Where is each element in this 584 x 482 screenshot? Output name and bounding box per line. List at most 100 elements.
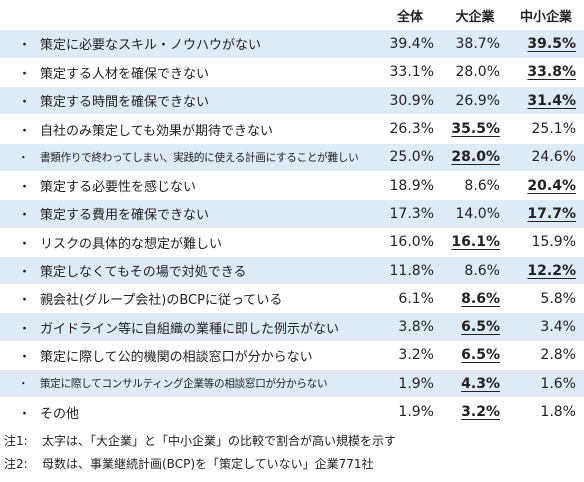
header-total: 全体 <box>378 0 442 30</box>
cell-large-enterprise: 26.9% <box>442 86 508 116</box>
cell-sme: 33.8% <box>508 58 584 88</box>
cell-large-enterprise: 6.5% <box>442 341 508 371</box>
row-label-text: リスクの具体的な想定が難しい <box>40 236 223 252</box>
cell-sme: 15.9% <box>508 228 584 257</box>
cell-large-enterprise: 8.6% <box>442 256 508 286</box>
table-row: ・策定に必要なスキル・ノウハウがない 39.4% 38.7% 39.5% <box>0 30 584 59</box>
bullet-icon: ・ <box>18 123 32 139</box>
table-row: ・自社のみ策定しても効果が期待できない 26.3% 35.5% 25.1% <box>0 114 584 144</box>
cell-total: 33.1% <box>378 58 442 88</box>
cell-total: 26.3% <box>378 114 442 144</box>
row-label-text: 策定に必要なスキル・ノウハウがない <box>40 38 262 54</box>
header-row: 全体 大企業 中小企業 <box>0 0 584 30</box>
header-sme: 中小企業 <box>508 0 584 30</box>
table-row: ・策定に際してコンサルティング企業等の相談窓口が分からない 1.9% 4.3% 1.6… <box>0 369 584 399</box>
cell-large-enterprise: 4.3% <box>442 369 508 399</box>
cell-total: 6.1% <box>378 284 442 314</box>
cell-total: 30.9% <box>378 86 442 116</box>
cell-sme: 2.8% <box>508 341 584 371</box>
cell-large-enterprise: 35.5% <box>442 114 508 144</box>
row-label-text: 策定に際してコンサルティング企業等の相談窓口が分からない <box>40 378 328 391</box>
cell-total: 1.9% <box>378 397 442 427</box>
cell-total: 11.8% <box>378 256 442 286</box>
table-row: ・策定しなくてもその場で対処できる 11.8% 8.6% 12.2% <box>0 256 584 286</box>
table-row: ・策定する費用を確保できない 17.3% 14.0% 17.7% <box>0 199 584 229</box>
bullet-icon: ・ <box>18 95 32 111</box>
row-label: ・策定する必要性を感じない <box>0 171 378 201</box>
table-row: ・ガイドライン等に自組織の業種に即した例示がない 3.8% 6.5% 3.4% <box>0 312 584 342</box>
table-row: ・書類作りで終わってしまい、実践的に使える計画にすることが難しい 25.0% 28.… <box>0 143 584 172</box>
row-label-text: 策定する時間を確保できない <box>40 95 210 111</box>
cell-sme: 3.4% <box>508 312 584 342</box>
row-label-text: 策定する人材を確保できない <box>40 66 210 82</box>
note-2-text: 母数は、事業継続計画(BCP)を「策定していない」企業771社 <box>42 457 374 471</box>
results-table: 全体 大企業 中小企業 ・策定に必要なスキル・ノウハウがない 39.4% 38.7%… <box>0 0 584 427</box>
row-label: ・リスクの具体的な想定が難しい <box>0 228 378 257</box>
cell-sme: 5.8% <box>508 284 584 314</box>
bullet-icon: ・ <box>18 265 32 281</box>
bullet-icon: ・ <box>18 321 32 337</box>
header-label-column <box>0 0 378 30</box>
cell-sme: 24.6% <box>508 143 584 172</box>
row-label-text: その他 <box>40 406 80 422</box>
bullet-icon: ・ <box>18 293 32 309</box>
cell-total: 3.8% <box>378 312 442 342</box>
cell-large-enterprise: 14.0% <box>442 199 508 229</box>
row-label-text: 自社のみ策定しても効果が期待できない <box>40 123 273 139</box>
bullet-icon: ・ <box>18 236 32 252</box>
bullet-icon: ・ <box>18 208 32 224</box>
table-row: ・策定する人材を確保できない 33.1% 28.0% 33.8% <box>0 58 584 88</box>
note-2: 注2: 母数は、事業継続計画(BCP)を「策定していない」企業771社 <box>4 453 396 476</box>
row-label: ・自社のみ策定しても効果が期待できない <box>0 114 378 144</box>
cell-sme: 17.7% <box>508 199 584 229</box>
cell-total: 1.9% <box>378 369 442 399</box>
cell-total: 39.4% <box>378 30 442 59</box>
row-label: ・ガイドライン等に自組織の業種に即した例示がない <box>0 312 378 342</box>
cell-sme: 20.4% <box>508 171 584 201</box>
table-row: ・その他 1.9% 3.2% 1.8% <box>0 397 584 427</box>
row-label: ・策定しなくてもその場で対処できる <box>0 256 378 286</box>
row-label-text: 策定する費用を確保できない <box>40 208 210 224</box>
table-row: ・リスクの具体的な想定が難しい 16.0% 16.1% 15.9% <box>0 228 584 257</box>
note-2-tag: 注2: <box>4 457 28 471</box>
cell-large-enterprise: 38.7% <box>442 30 508 59</box>
row-label: ・親会社(グループ会社)のBCPに従っている <box>0 284 378 314</box>
bullet-icon: ・ <box>18 349 32 365</box>
cell-sme: 25.1% <box>508 114 584 144</box>
row-label: ・その他 <box>0 397 378 427</box>
bullet-icon: ・ <box>18 180 32 196</box>
row-label-text: 策定しなくてもその場で対処できる <box>40 265 247 281</box>
note-1: 注1: 太字は、「大企業」と「中小企業」の比較で割合が高い規模を示す <box>4 430 396 453</box>
table-body: ・策定に必要なスキル・ノウハウがない 39.4% 38.7% 39.5% ・策定する人材… <box>0 30 584 427</box>
row-label: ・策定する費用を確保できない <box>0 199 378 229</box>
table-row: ・策定する時間を確保できない 30.9% 26.9% 31.4% <box>0 86 584 116</box>
cell-sme: 1.6% <box>508 369 584 399</box>
bullet-icon: ・ <box>18 406 32 422</box>
notes: 注1: 太字は、「大企業」と「中小企業」の比較で割合が高い規模を示す 注2: 母数は… <box>4 430 396 476</box>
row-label: ・策定する人材を確保できない <box>0 58 378 88</box>
cell-large-enterprise: 28.0% <box>442 58 508 88</box>
table-row: ・策定する必要性を感じない 18.9% 8.6% 20.4% <box>0 171 584 201</box>
row-label-text: 親会社(グループ会社)のBCPに従っている <box>40 293 283 309</box>
cell-total: 17.3% <box>378 199 442 229</box>
cell-sme: 1.8% <box>508 397 584 427</box>
cell-large-enterprise: 16.1% <box>442 228 508 257</box>
cell-large-enterprise: 28.0% <box>442 143 508 172</box>
cell-large-enterprise: 8.6% <box>442 171 508 201</box>
row-label: ・策定に際してコンサルティング企業等の相談窓口が分からない <box>0 369 378 399</box>
note-1-text: 太字は、「大企業」と「中小企業」の比較で割合が高い規模を示す <box>42 434 397 448</box>
cell-total: 25.0% <box>378 143 442 172</box>
row-label: ・策定する時間を確保できない <box>0 86 378 116</box>
header-large-enterprise: 大企業 <box>442 0 508 30</box>
cell-sme: 31.4% <box>508 86 584 116</box>
row-label-text: 策定する必要性を感じない <box>40 180 197 196</box>
row-label: ・策定に必要なスキル・ノウハウがない <box>0 30 378 59</box>
cell-total: 18.9% <box>378 171 442 201</box>
table-row: ・親会社(グループ会社)のBCPに従っている 6.1% 8.6% 5.8% <box>0 284 584 314</box>
table-row: ・策定に際して公的機関の相談窓口が分からない 3.2% 6.5% 2.8% <box>0 341 584 371</box>
cell-large-enterprise: 6.5% <box>442 312 508 342</box>
cell-sme: 39.5% <box>508 30 584 59</box>
row-label-text: 書類作りで終わってしまい、実践的に使える計画にすることが難しい <box>40 151 359 164</box>
note-1-tag: 注1: <box>4 434 28 448</box>
cell-sme: 12.2% <box>508 256 584 286</box>
